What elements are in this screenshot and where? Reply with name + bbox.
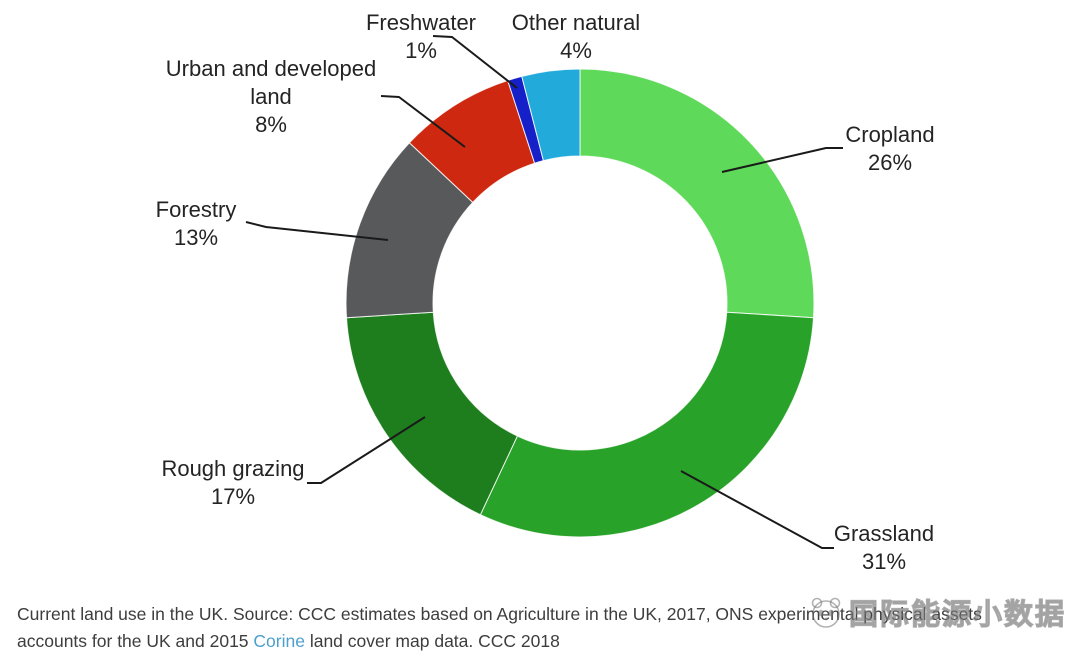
slice-label-name: Grassland xyxy=(833,521,935,546)
donut-chart-svg xyxy=(245,35,843,549)
leader-line-grassland xyxy=(680,470,834,549)
slice-label-name: Cropland xyxy=(845,122,935,147)
slice-label-name: Rough grazing xyxy=(161,456,305,481)
slice-label-pct: 17% xyxy=(210,484,256,509)
caption-line2-start: accounts for the UK and 2015 xyxy=(17,631,254,651)
caption-line1: Current land use in the UK. Source: CCC … xyxy=(17,604,982,624)
slice-label-other-natural: Other natural 4% xyxy=(512,9,640,65)
slice-label-name: Forestry xyxy=(155,197,237,222)
leader-line-forestry xyxy=(245,221,389,241)
slice-label-pct: 1% xyxy=(405,38,437,63)
slice-label-rough-grazing: Rough grazing 17% xyxy=(161,455,304,511)
slice-label-urban-and-developed-land: Urban and developed land 8% xyxy=(157,55,385,139)
slice-label-forestry: Forestry 13% xyxy=(156,196,237,252)
slice-label-cropland: Cropland 26% xyxy=(845,121,934,177)
leader-line-rough-grazing xyxy=(307,416,426,484)
leader-line-freshwater xyxy=(432,35,518,89)
leader-line-cropland xyxy=(721,147,843,173)
caption-line2-end: land cover map data. CCC 2018 xyxy=(304,631,560,651)
donut-slices xyxy=(345,68,815,538)
slice-label-pct: 26% xyxy=(867,150,913,175)
slice-label-grassland: Grassland 31% xyxy=(834,520,934,576)
slice-label-name: Freshwater xyxy=(365,10,477,35)
slice-label-name: Other natural xyxy=(511,10,641,35)
slice-label-pct: 31% xyxy=(861,549,907,574)
figure-caption: Current land use in the UK. Source: CCC … xyxy=(17,601,1069,655)
slice-label-pct: 13% xyxy=(173,225,219,250)
donut-slice-grassland xyxy=(479,311,814,538)
corine-link[interactable]: Corine xyxy=(253,631,305,651)
leader-lines xyxy=(245,35,843,549)
slice-label-pct: 4% xyxy=(560,38,592,63)
donut-slice-other-natural xyxy=(521,68,581,162)
slice-label-freshwater: Freshwater 1% xyxy=(366,9,476,65)
donut-slice-rough-grazing xyxy=(346,311,518,516)
leader-line-urban-and-developed-land xyxy=(380,95,466,148)
slice-label-name: Urban and developed land xyxy=(165,56,377,109)
slice-label-pct: 8% xyxy=(255,112,287,137)
donut-slice-cropland xyxy=(579,68,815,319)
